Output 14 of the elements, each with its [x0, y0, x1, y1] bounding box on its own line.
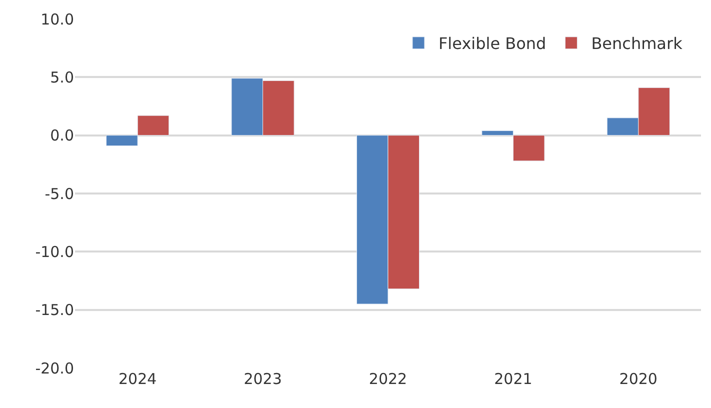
x-tick-label: 2022 — [368, 370, 408, 388]
legend-label: Flexible Bond — [438, 34, 546, 54]
y-tick-label: 5.0 — [50, 68, 74, 86]
y-tick-label: -5.0 — [44, 184, 74, 203]
legend-label: Benchmark — [591, 34, 684, 54]
y-tick-label: -20.0 — [35, 359, 74, 378]
x-tick-label: 2023 — [244, 370, 282, 388]
y-tick-label: -15.0 — [35, 301, 74, 320]
x-tick-label: 2024 — [118, 370, 157, 388]
x-tick-label: 2021 — [494, 370, 532, 388]
y-tick-label: 0.0 — [50, 126, 74, 145]
y-tick-label: 10.0 — [40, 10, 74, 28]
x-tick-label: 2020 — [619, 370, 658, 388]
y-tick-label: -10.0 — [35, 242, 74, 261]
